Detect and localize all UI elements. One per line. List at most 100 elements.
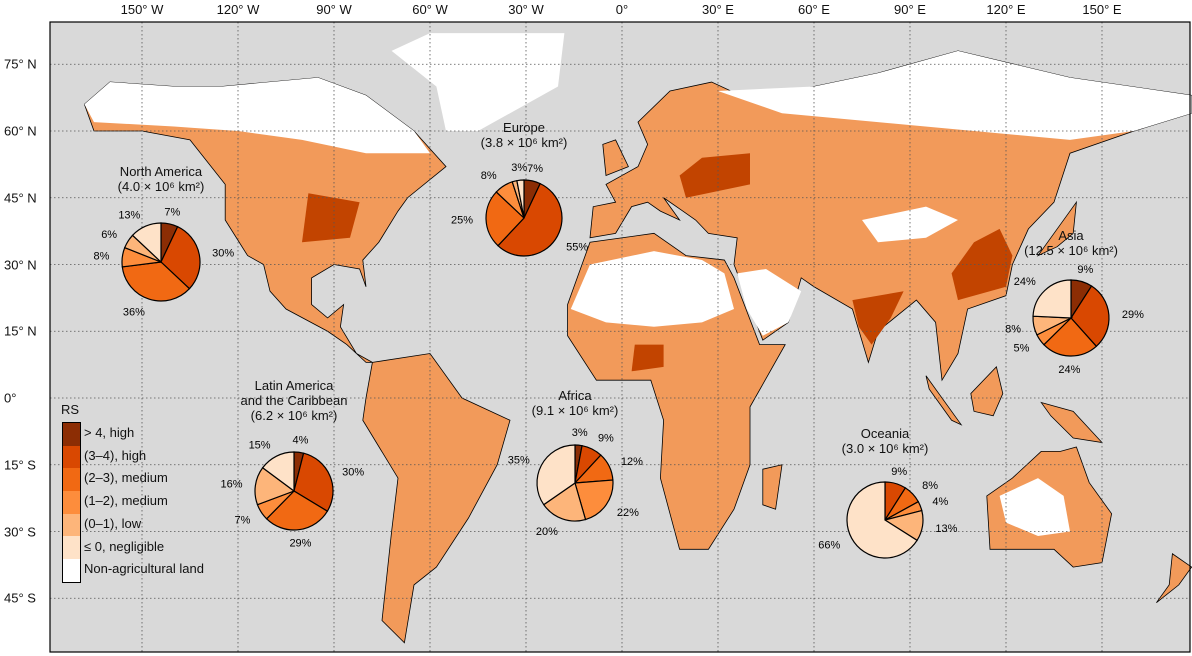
- pie-percent-label: 16%: [220, 479, 242, 491]
- pie-percent-label: 9%: [1077, 264, 1093, 276]
- region-area: (3.0 × 10⁶ km²): [841, 441, 929, 456]
- pie-slice: [1032, 279, 1072, 319]
- legend-label: (3–4), high: [84, 447, 147, 463]
- legend-swatch: [63, 491, 80, 514]
- pie-percent-label: 5%: [1014, 343, 1030, 355]
- lat-tick-label: 15° N: [4, 323, 37, 339]
- lon-tick-label: 60° W: [412, 2, 448, 17]
- lat-tick-label: 60° N: [4, 123, 37, 139]
- pie-percent-label: 22%: [617, 507, 639, 519]
- hotspot-eastern-europe: [679, 153, 750, 198]
- pie-oceania: 9% 8% 4% 13% 66%: [818, 466, 958, 559]
- pie-percent-label: 7%: [234, 514, 250, 526]
- lat-tick-label: 15° S: [4, 457, 36, 473]
- pie-percent-label: 7%: [164, 206, 180, 218]
- pie-percent-label: 30%: [212, 247, 234, 259]
- legend-label: ≤ 0, negligible: [84, 538, 165, 554]
- pie-europe: 7% 55% 25% 8% 3%: [451, 162, 588, 257]
- non-agricultural-outback: [999, 478, 1070, 536]
- hotspot-india: [852, 291, 904, 345]
- lon-tick-label: 30° W: [508, 2, 544, 17]
- legend-label: (0–1), low: [84, 515, 142, 531]
- landmass-madagascar: [762, 464, 783, 510]
- lat-tick-label: 45° N: [4, 190, 37, 206]
- non-agricultural-arabia: [737, 268, 802, 336]
- pie-percent-label: 13%: [118, 209, 140, 221]
- pie-slice: [574, 479, 614, 521]
- pie-percent-label: 29%: [289, 538, 311, 550]
- pie-percent-label: 8%: [94, 250, 110, 262]
- pie-slice: [542, 482, 587, 522]
- region-title-asia: Asia (12.5 × 10⁶ km²): [1024, 228, 1118, 258]
- lon-tick-label: 0°: [615, 2, 629, 17]
- pie-percent-label: 25%: [451, 215, 473, 227]
- pie-percent-label: 4%: [932, 496, 948, 508]
- pie-slice: [265, 490, 329, 531]
- lon-tick-label: 90° W: [316, 2, 352, 17]
- pie-slice: [516, 179, 525, 219]
- region-area: (6.2 × 10⁶ km²): [250, 408, 338, 423]
- lat-tick-label: 75° N: [4, 56, 37, 72]
- pie-percent-label: 30%: [342, 466, 364, 478]
- pie-charts: 7%30%36%8%6%13%7%55%25%8%3%9%29%24%5%8%2…: [94, 162, 1144, 559]
- legend-label: Non-agricultural land: [84, 561, 204, 577]
- landmass-borneo: [970, 366, 1004, 417]
- landmass-sumatra: [925, 375, 963, 426]
- legend-label: > 4, high: [84, 425, 135, 440]
- region-area: (12.5 × 10⁶ km²): [1024, 243, 1118, 258]
- pie-slice: [1070, 285, 1110, 348]
- non-agricultural-siberia: [718, 50, 1192, 140]
- lon-tick-label: 120° W: [216, 2, 260, 17]
- pie-percent-label: 8%: [481, 170, 497, 182]
- pie-slice: [121, 261, 191, 302]
- land-layer: [83, 33, 1192, 644]
- landmass-new-guinea: [1040, 401, 1104, 444]
- region-area: (4.0 × 10⁶ km²): [117, 179, 205, 194]
- pie-percent-label: 15%: [249, 440, 271, 452]
- lat-tick-label: 30° S: [4, 524, 36, 539]
- pie-north-america: 7% 30% 36% 8% 6%13%: [94, 206, 235, 318]
- pie-slice: [1043, 317, 1098, 357]
- region-name: Oceania: [860, 426, 910, 441]
- pie-percent-label: 8%: [1005, 323, 1021, 335]
- lon-tick-label: 60° E: [798, 2, 830, 17]
- lat-tick-label: 0°: [4, 390, 17, 406]
- map-frame: [49, 21, 1191, 653]
- legend-swatch: [63, 445, 80, 469]
- hotspot-nigeria: [631, 344, 664, 372]
- pie-percent-label: 24%: [1058, 364, 1080, 376]
- legend-swatch: [63, 423, 80, 446]
- pie-slice: [485, 191, 525, 247]
- pie-percent-label: 3%: [511, 162, 527, 174]
- region-area: (3.8 × 10⁶ km²): [480, 135, 568, 150]
- pie-slice: [131, 222, 162, 264]
- pie-percent-label: 4%: [293, 434, 309, 446]
- pie-percent-label: 29%: [1122, 309, 1144, 321]
- legend-title: RS: [61, 402, 80, 417]
- region-name: North America: [119, 164, 203, 179]
- pie-percent-label: 36%: [123, 306, 145, 318]
- pie-latin-america: 4% 30% 29% 7% 16% 15%: [220, 434, 364, 549]
- pie-percent-label: 7%: [527, 163, 543, 175]
- region-title-oceania: Oceania (3.0 × 10⁶ km²): [842, 426, 929, 456]
- region-name: Europe: [503, 120, 545, 135]
- landmass-new-zealand: [1156, 553, 1192, 604]
- legend-colorbar: [62, 422, 81, 583]
- region-title-europe: Europe (3.8 × 10⁶ km²): [481, 120, 568, 150]
- pie-percent-label: 9%: [598, 432, 614, 444]
- pie-slice: [497, 182, 563, 257]
- pie-percent-label: 9%: [891, 466, 907, 478]
- legend-swatch: [63, 468, 80, 492]
- region-title-latin-america: Latin America and the Caribbean (6.2 × 10…: [241, 378, 348, 423]
- pie-percent-label: 66%: [818, 540, 840, 552]
- legend-label: (2–3), medium: [84, 470, 168, 486]
- pie-slice: [846, 481, 918, 559]
- pie-asia: 9% 29% 24% 5% 8% 24%: [1005, 264, 1144, 376]
- non-agricultural-sahara: [570, 251, 734, 327]
- region-title-north-america: North America (4.0 × 10⁶ km²): [118, 164, 205, 194]
- pie-percent-label: 8%: [922, 480, 938, 492]
- lon-tick-label: 30° E: [702, 2, 734, 17]
- landmass-south-america: [362, 353, 511, 644]
- non-agricultural-arctic-north-america: [84, 77, 431, 154]
